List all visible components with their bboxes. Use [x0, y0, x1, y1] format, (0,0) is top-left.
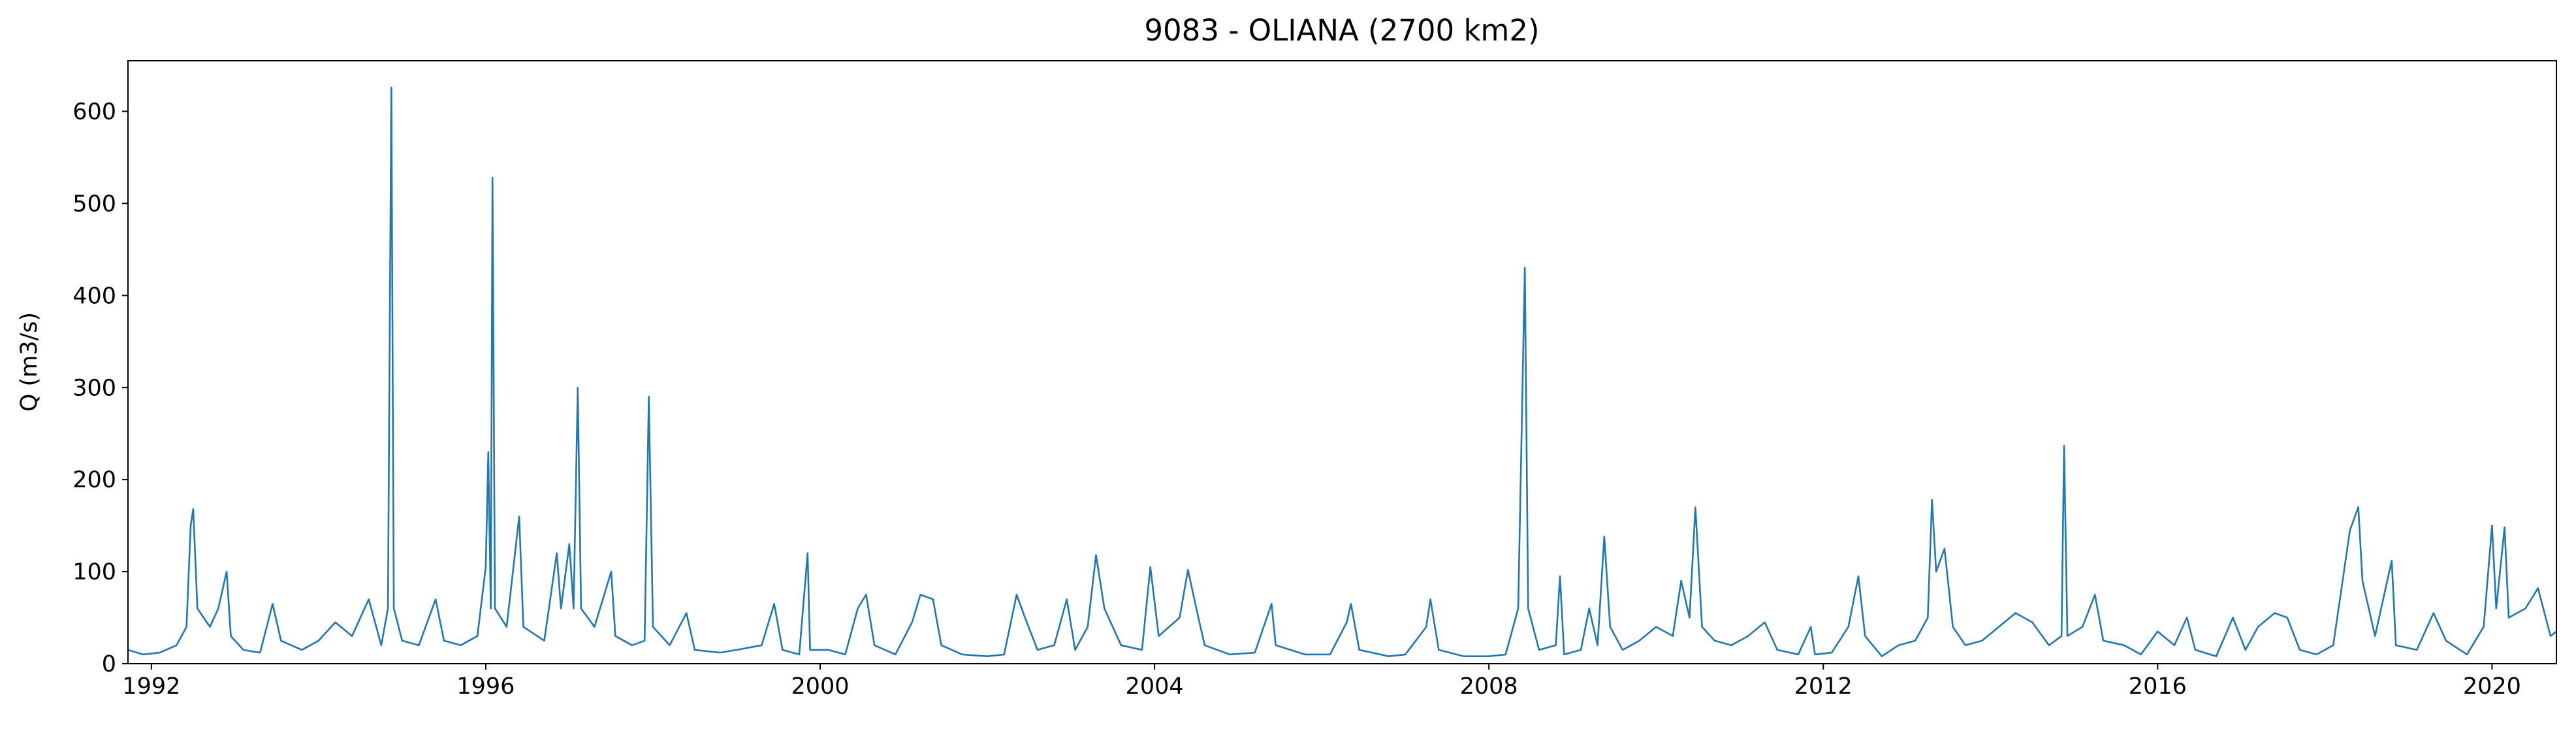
y-tick-label: 200	[72, 467, 116, 493]
x-tick-label: 2000	[791, 673, 849, 700]
chart-title: 9083 - OLIANA (2700 km2)	[1144, 13, 1539, 48]
y-tick-label: 100	[72, 559, 116, 585]
plot-frame	[127, 60, 2557, 664]
x-tick-label: 2004	[1126, 673, 1184, 700]
y-tick-label: 500	[72, 191, 116, 217]
x-tick-label: 1996	[456, 673, 515, 700]
x-tick-label: 2012	[1794, 673, 1852, 700]
x-tick-label: 1992	[122, 673, 180, 700]
y-tick-label: 300	[72, 375, 116, 401]
y-tick-label: 0	[102, 651, 116, 677]
x-tick-label: 2008	[1460, 673, 1518, 700]
y-tick-label: 400	[72, 283, 116, 309]
y-axis-label: Q (m3/s)	[16, 312, 42, 412]
data-line	[127, 86, 2557, 657]
x-tick-label: 2020	[2463, 673, 2521, 700]
y-tick-label: 600	[72, 99, 116, 125]
x-tick-label: 2016	[2129, 673, 2187, 700]
